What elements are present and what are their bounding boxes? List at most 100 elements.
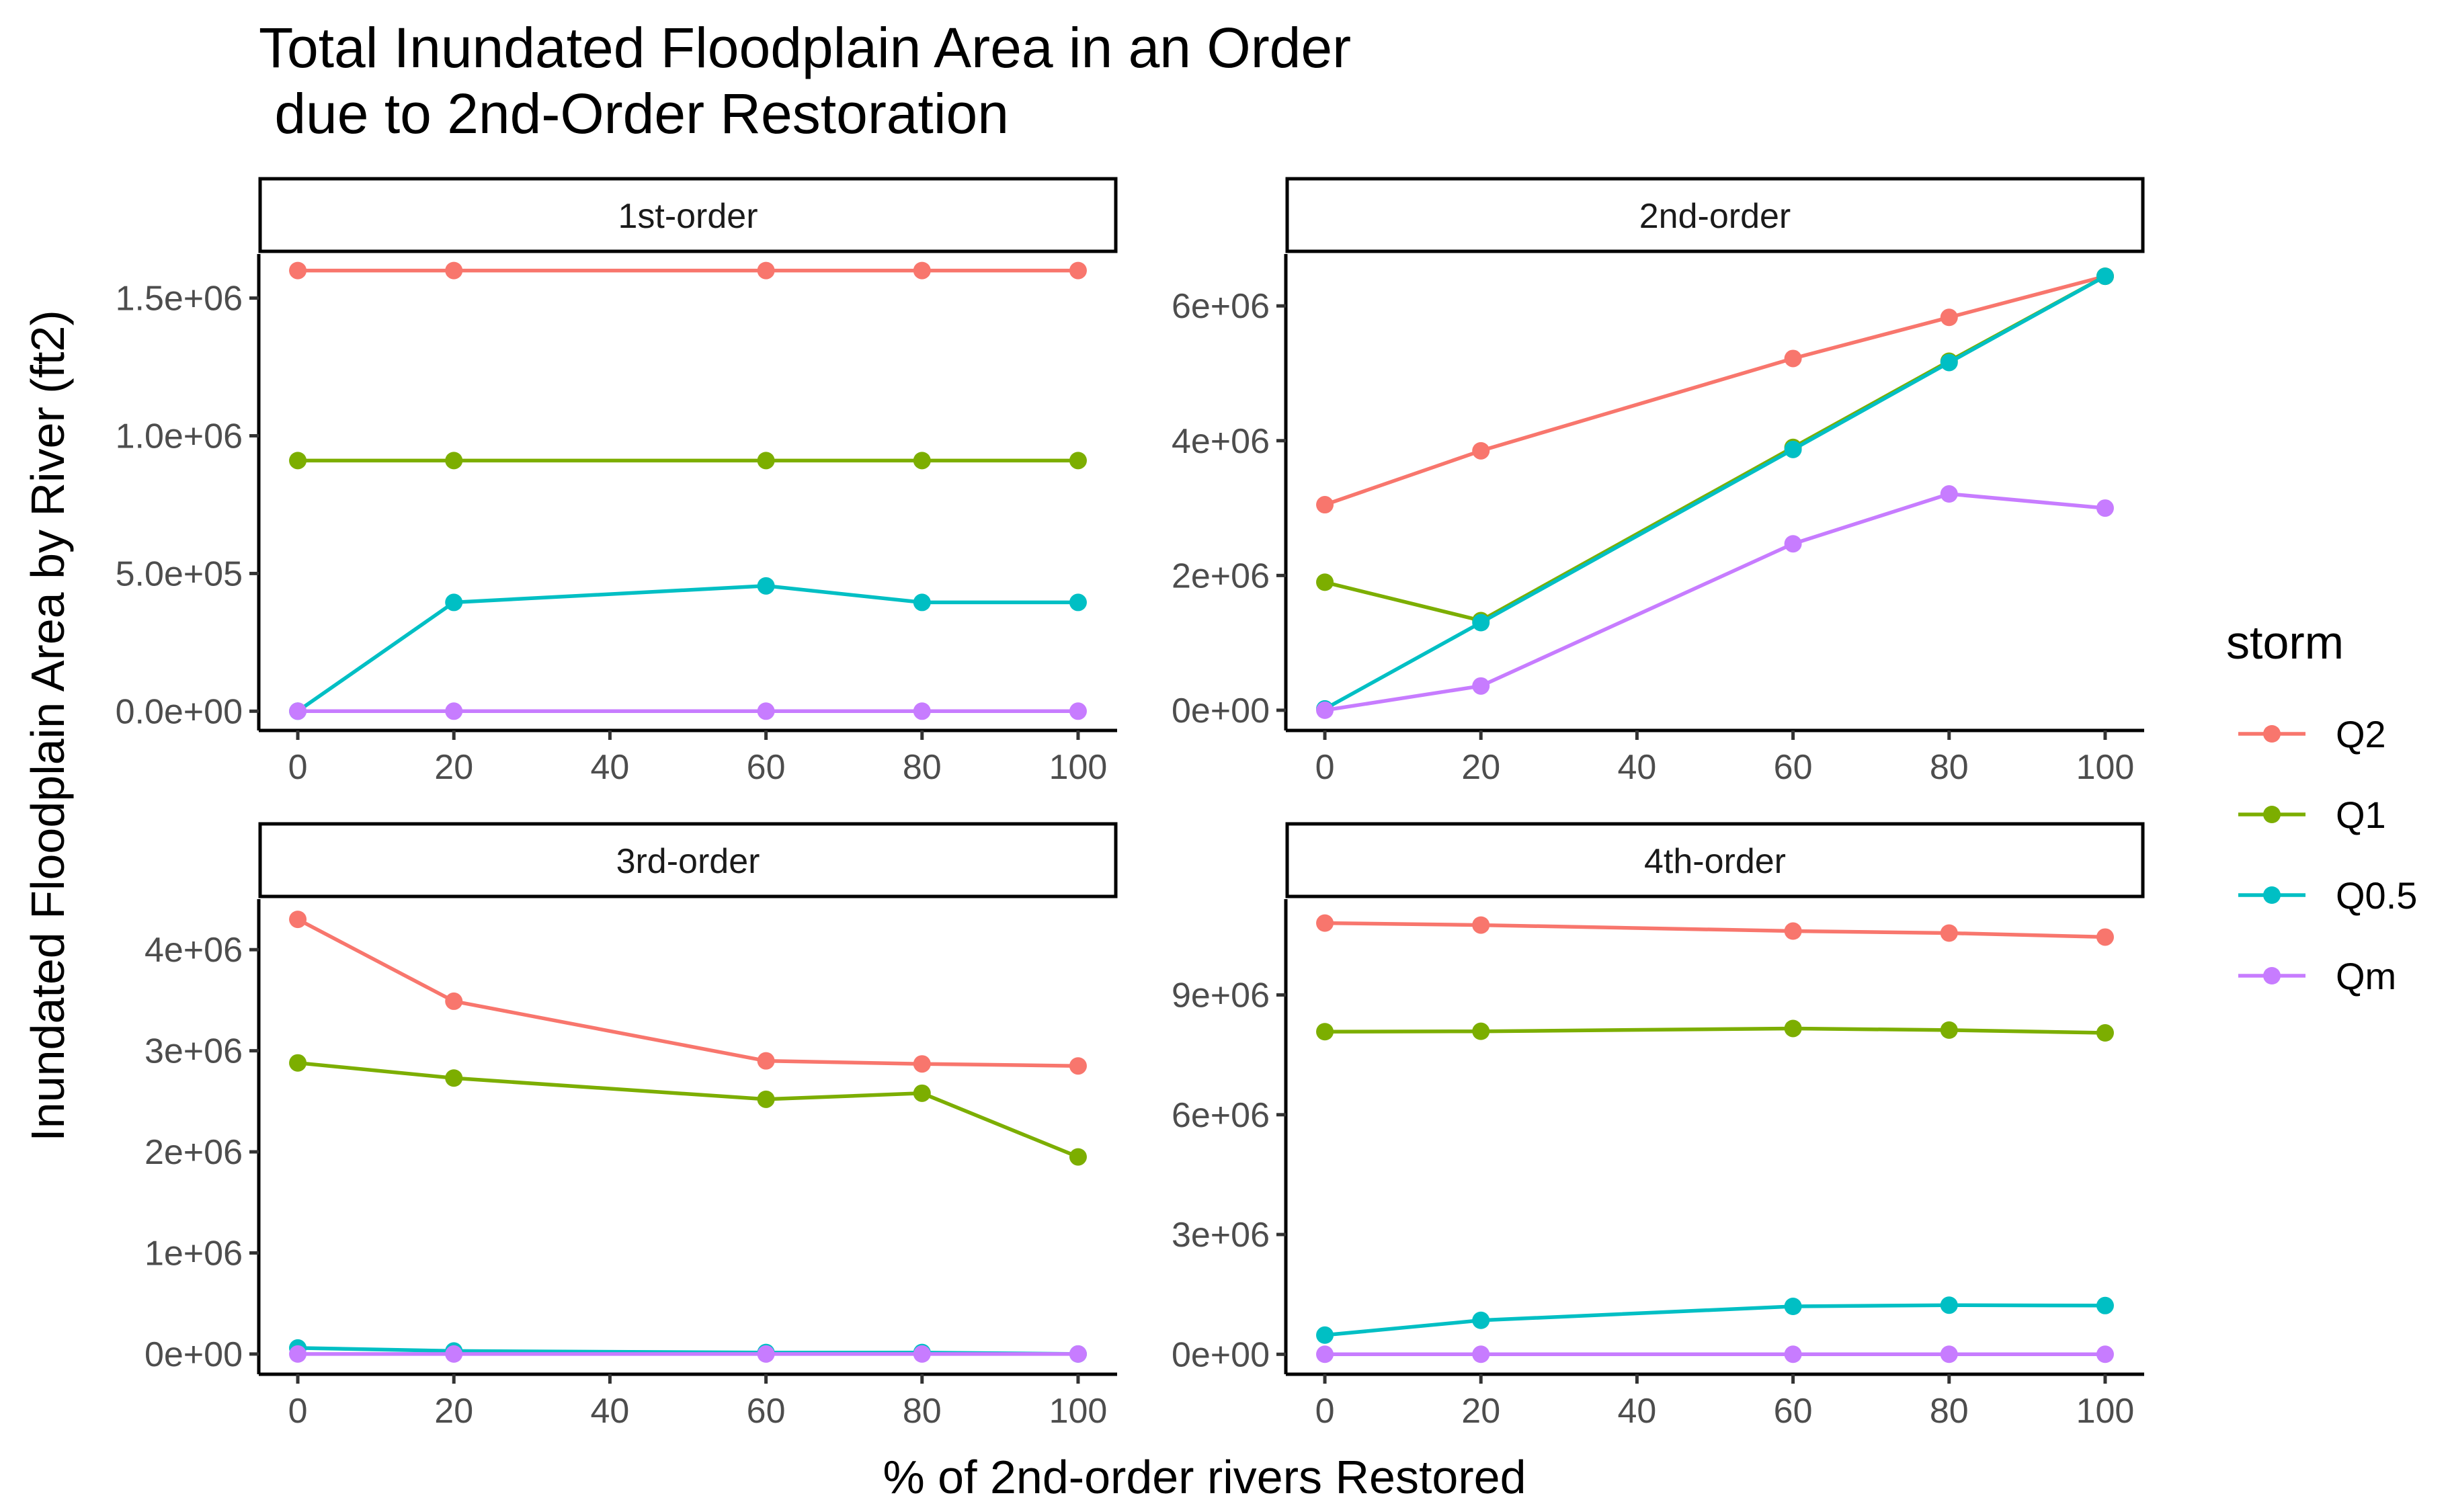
data-point-Qm: [757, 1345, 775, 1363]
data-point-Q0.5: [1940, 1296, 1958, 1314]
data-point-Q1: [1784, 1019, 1802, 1038]
data-point-Qm: [1316, 701, 1334, 719]
chart-title-line1: Total Inundated Floodplain Area in an Or…: [259, 16, 1351, 79]
legend-label-Q1: Q1: [2336, 794, 2386, 836]
legend-title: storm: [2226, 616, 2344, 669]
data-point-Q2: [289, 261, 307, 280]
data-point-Q1: [757, 1090, 775, 1108]
series-line-Q2: [1324, 921, 2106, 939]
facet-strip: [258, 822, 1118, 898]
data-point-Q1: [1069, 452, 1087, 470]
x-tick-label: 20: [1461, 1392, 1500, 1431]
x-tick-label: 100: [2076, 748, 2135, 787]
data-point-Q0.5: [1316, 1326, 1334, 1344]
x-tick-label: 60: [1774, 1392, 1813, 1431]
x-tick-label: 100: [1049, 748, 1108, 787]
data-point-Q0.5: [1472, 1311, 1490, 1329]
data-point-Qm: [913, 1345, 931, 1363]
series-line-Q0.5: [296, 584, 1078, 713]
data-point-Qm: [2096, 499, 2114, 517]
data-point-Qm: [1940, 1345, 1958, 1363]
data-point-Q0.5: [1069, 593, 1087, 612]
x-tick-label: 60: [747, 1392, 786, 1431]
facet-strip: [258, 177, 1118, 253]
data-point-Q1: [289, 1054, 307, 1072]
series-line-Q1: [297, 1060, 1079, 1159]
data-point-Qm: [2096, 1345, 2114, 1363]
data-point-Q1: [1316, 1023, 1334, 1041]
x-tick-label: 40: [1617, 1392, 1656, 1431]
data-point-Qm: [289, 702, 307, 720]
y-tick-label: 3e+06: [145, 1032, 243, 1071]
series-line-Q1: [1324, 274, 2107, 623]
data-point-Q2: [445, 261, 463, 280]
x-tick-label: 80: [1930, 1392, 1969, 1431]
legend-label-Qm: Qm: [2336, 955, 2396, 997]
x-tick-label: 40: [590, 748, 629, 787]
series-line-Q0.5: [1323, 274, 2107, 711]
data-point-Qm: [1472, 677, 1490, 695]
facet-strip-label: 3rd-order: [616, 842, 760, 881]
series-line-Q1: [1324, 1026, 2106, 1035]
data-point-Qm: [1784, 1345, 1802, 1363]
y-tick-label: 1e+06: [145, 1234, 243, 1273]
x-tick-label: 100: [1049, 1392, 1108, 1431]
x-tick-label: 60: [1774, 748, 1813, 787]
data-point-Q0.5: [2096, 1296, 2114, 1314]
data-point-Q2: [913, 1055, 931, 1073]
x-tick-label: 80: [903, 748, 942, 787]
data-point-Q2: [757, 261, 775, 280]
x-tick-label: 0: [288, 1392, 308, 1431]
legend-label-Q0.5: Q0.5: [2336, 874, 2417, 917]
y-tick-label: 3e+06: [1172, 1216, 1270, 1255]
x-axis-title: % of 2nd-order rivers Restored: [883, 1451, 1526, 1503]
y-tick-label: 4e+06: [1172, 422, 1270, 461]
legend-key-point: [2263, 806, 2281, 823]
data-point-Qm: [913, 702, 931, 720]
data-point-Qm: [445, 702, 463, 720]
data-point-Q0.5: [1784, 1298, 1802, 1315]
data-point-Qm: [1069, 702, 1087, 720]
facet-strip-label: 1st-order: [618, 197, 758, 236]
legend-key-point: [2263, 725, 2281, 743]
data-point-Q1: [1940, 1021, 1958, 1039]
series-line-Q0.5: [1324, 1303, 2106, 1337]
data-point-Q2: [445, 992, 463, 1010]
legend-key-point: [2263, 967, 2281, 984]
y-tick-label: 9e+06: [1172, 976, 1270, 1015]
legend: storm Q2 Q1 Q0.5 Qm: [2226, 616, 2417, 997]
data-point-Q0.5: [1472, 614, 1490, 632]
y-tick-label: 6e+06: [1172, 1096, 1270, 1135]
x-tick-label: 0: [288, 748, 308, 787]
data-point-Q0.5: [445, 593, 463, 612]
facet-panel-2nd-order: 2nd-order 0e+00 2e+06 4e+06 6e+06 0 20 40 60 80 10…: [1172, 177, 2145, 787]
data-point-Q2: [1069, 1057, 1087, 1075]
y-tick-label: 0e+00: [1172, 691, 1270, 730]
y-tick-label: 0e+00: [1172, 1335, 1270, 1374]
data-point-Q2: [1784, 349, 1802, 368]
facet-panel-1st-order: 1st-order 0.0e+00 5.0e+05 1.0e+06 1.5e+06 0 20…: [116, 177, 1118, 787]
y-tick-label: 0.0e+00: [116, 692, 243, 731]
data-point-Q1: [1316, 573, 1334, 591]
data-point-Q2: [1316, 914, 1334, 932]
y-tick-label: 1.0e+06: [116, 417, 243, 456]
data-point-Q0.5: [757, 577, 775, 595]
data-point-Q1: [913, 1084, 931, 1102]
series-line-Q2: [296, 917, 1079, 1068]
x-tick-label: 80: [903, 1392, 942, 1431]
data-point-Qm: [1316, 1345, 1334, 1363]
x-tick-label: 40: [590, 1392, 629, 1431]
x-tick-label: 100: [2076, 1392, 2135, 1431]
data-point-Qm: [1940, 485, 1958, 503]
y-tick-label: 6e+06: [1172, 287, 1270, 326]
legend-key-point: [2263, 886, 2281, 904]
data-point-Q2: [1472, 442, 1490, 460]
data-point-Q2: [1940, 308, 1958, 327]
data-point-Q2: [913, 261, 931, 280]
y-tick-label: 2e+06: [1172, 556, 1270, 595]
facet-panels: 1st-order 0.0e+00 5.0e+05 1.0e+06 1.5e+06 0 20…: [116, 177, 2145, 1431]
data-point-Qm: [445, 1345, 463, 1363]
series-line-Q2: [1324, 274, 2106, 507]
data-point-Q0.5: [2096, 267, 2114, 286]
